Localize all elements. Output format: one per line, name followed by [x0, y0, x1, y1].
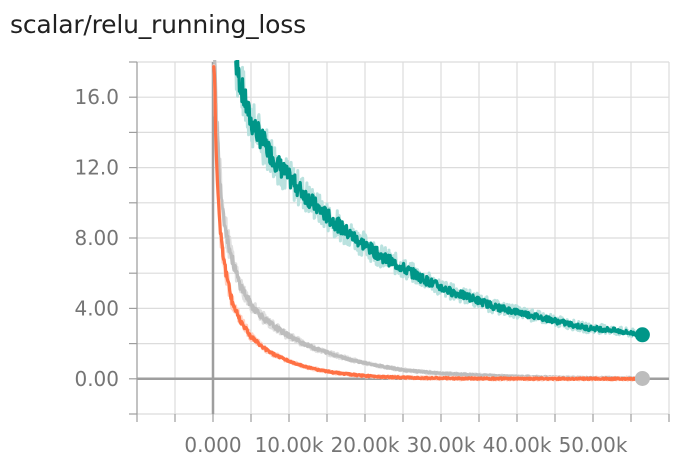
- x-tick-label: 50.00k: [559, 433, 628, 457]
- x-tick-label: 30.00k: [407, 433, 476, 457]
- y-tick-label: 8.00: [74, 226, 119, 250]
- y-tick-label: 0.00: [74, 367, 119, 391]
- y-tick-label: 16.0: [74, 85, 119, 109]
- x-tick-label: 20.00k: [331, 433, 400, 457]
- chart-title: scalar/relu_running_loss: [10, 10, 306, 39]
- x-tick-label: 10.00k: [255, 433, 324, 457]
- series-halo-1: [213, 70, 644, 382]
- series-halo-0: [234, 62, 644, 340]
- y-tick-label: 12.0: [74, 156, 119, 180]
- series-line-2: [212, 65, 640, 382]
- y-tick-label: 4.00: [74, 296, 119, 320]
- series-layer: [212, 60, 644, 382]
- x-tick-label: 40.00k: [483, 433, 552, 457]
- series-end-marker-0: [634, 327, 650, 343]
- tick-label-layer: 0.00 4.00 8.00 12.0 16.0 0.000 10.00k 20.00k 30.…: [74, 85, 627, 457]
- series-line-0: [234, 60, 644, 339]
- marker-layer: [634, 327, 650, 386]
- series-end-marker-1: [634, 370, 650, 386]
- x-tick-label: 0.000: [184, 433, 241, 457]
